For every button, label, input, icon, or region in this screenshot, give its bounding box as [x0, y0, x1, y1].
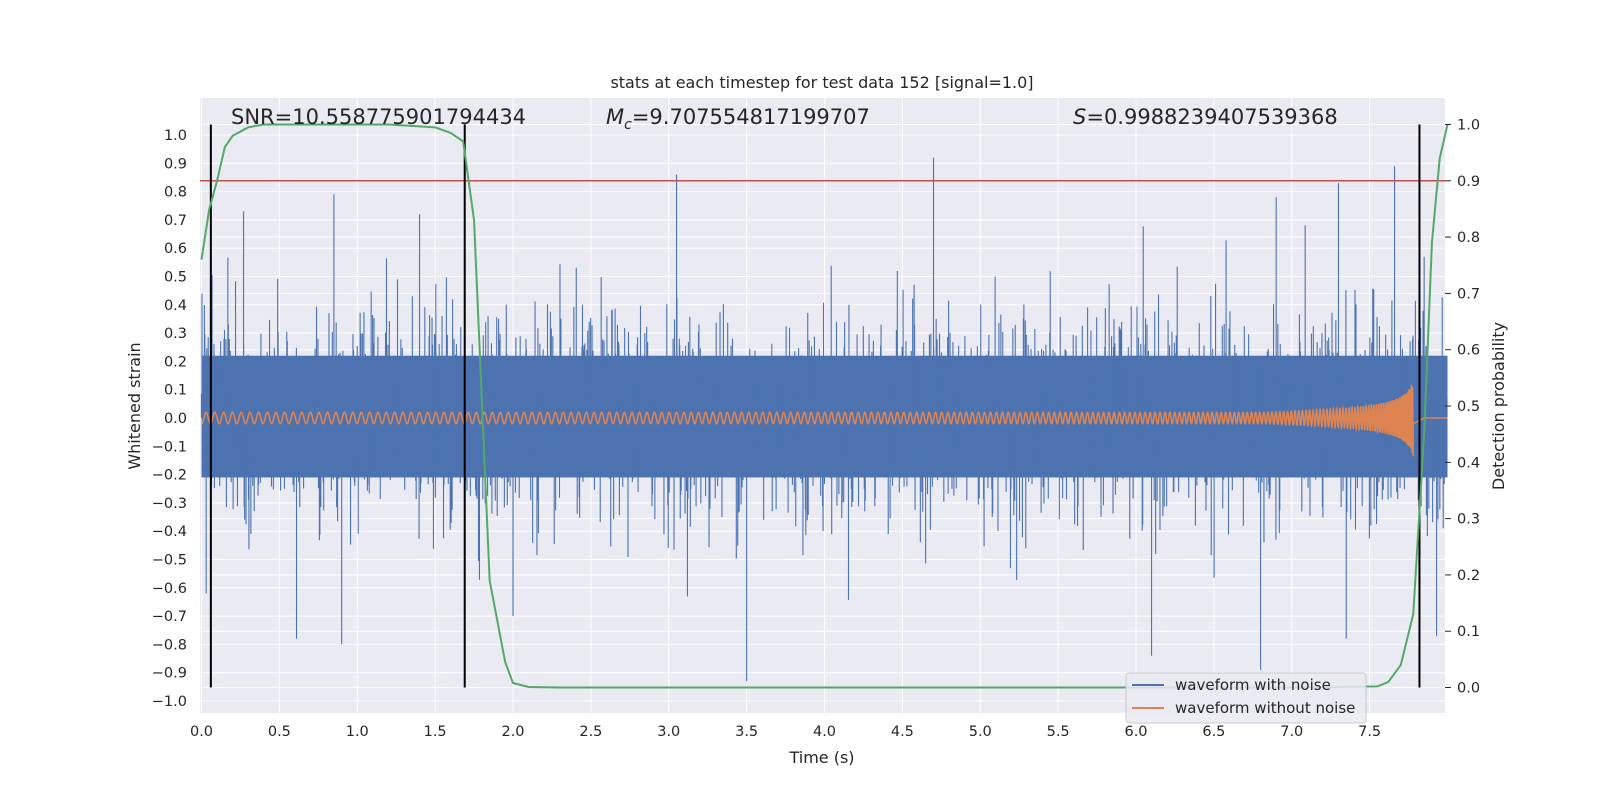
- chirp-mass-subscript: c: [624, 117, 632, 133]
- y-tick-label: −0.7: [152, 609, 187, 625]
- x-tick-label: 6.0: [1124, 724, 1147, 740]
- legend-box: [1125, 672, 1367, 724]
- tick-labels: 0.0 0.5 1.0 1.5 2.0 2.5 3.0 3.5 4.0 4.5 5.0 5.5 6.0 6…: [152, 118, 1480, 741]
- x-tick-label: 4.5: [891, 724, 914, 740]
- legend: waveform with noise waveform without noi…: [1125, 672, 1367, 724]
- y2-tick-label: 0.6: [1457, 343, 1480, 359]
- legend-label-noise: waveform with noise: [1175, 676, 1331, 694]
- x-tick-label: 5.5: [1047, 724, 1070, 740]
- y2-tick-label: 0.4: [1457, 455, 1480, 471]
- x-tick-label: 5.0: [969, 724, 992, 740]
- y2-tick-label: 1.0: [1457, 118, 1480, 134]
- y-tick-label: 0.8: [164, 185, 187, 201]
- chirp-mass-value: =9.707554817199707: [632, 105, 870, 129]
- detection-probability-line: [200, 123, 1449, 689]
- x-tick-label: 0.0: [190, 724, 213, 740]
- x-tick-label: 3.5: [735, 724, 758, 740]
- legend-label-clean: waveform without noise: [1175, 699, 1355, 717]
- y-tick-label: −1.0: [152, 694, 187, 710]
- x-tick-label: 2.0: [501, 724, 524, 740]
- y-tick-label: −0.1: [152, 439, 187, 455]
- x-tick-label: 4.0: [813, 724, 836, 740]
- y-tick-label: 0.5: [164, 270, 187, 286]
- chirp-series: [201, 384, 1448, 457]
- x-tick-label: 2.5: [579, 724, 602, 740]
- significance-annotation: S=0.9988239407539368: [1073, 105, 1338, 129]
- waveform-without-noise-line: [201, 384, 1448, 457]
- y-tick-label: 0.7: [164, 213, 187, 229]
- y-tick-label: 1.0: [164, 128, 187, 144]
- y2-tick-label: 0.7: [1457, 286, 1480, 302]
- y-tick-label: 0.4: [164, 298, 187, 314]
- y-tick-label: −0.2: [152, 468, 187, 484]
- y2-tick-label: 0.5: [1457, 399, 1480, 415]
- x-tick-label: 1.0: [346, 724, 369, 740]
- y-tick-label: 0.6: [164, 241, 187, 257]
- waveform-with-noise-line: [200, 157, 1448, 682]
- y-tick-label: 0.0: [164, 411, 187, 427]
- y2-axis-label: Detection probability: [1489, 322, 1508, 490]
- y-tick-label: −0.8: [152, 637, 187, 653]
- y2-tick-label: 0.1: [1457, 624, 1480, 640]
- chirp-mass-annotation: Mc=9.707554817199707: [606, 105, 870, 133]
- y2-tick-label: 0.8: [1457, 230, 1480, 246]
- y-tick-label: −0.4: [152, 524, 187, 540]
- y2-tick-label: 0.3: [1457, 512, 1480, 528]
- y2-tick-label: 0.2: [1457, 568, 1480, 584]
- x-tick-label: 0.5: [268, 724, 291, 740]
- y-tick-label: 0.2: [164, 354, 187, 370]
- x-tick-label: 7.0: [1280, 724, 1303, 740]
- overlay-lines: [200, 123, 1449, 689]
- significance-value: =0.9988239407539368: [1086, 105, 1337, 129]
- y-tick-label: −0.9: [152, 666, 187, 682]
- x-tick-label: 6.5: [1202, 724, 1225, 740]
- x-tick-label: 7.5: [1358, 724, 1381, 740]
- y-tick-label: 0.3: [164, 326, 187, 342]
- chart-title: stats at each timestep for test data 152…: [610, 73, 1033, 92]
- y2-tick-label: 0.0: [1457, 681, 1480, 697]
- y-tick-label: −0.5: [152, 553, 187, 569]
- chirp-mass-symbol: M: [606, 105, 624, 129]
- y-tick-label: −0.3: [152, 496, 187, 512]
- y2-tick-label: 0.9: [1457, 174, 1480, 190]
- y-tick-label: 0.1: [164, 383, 187, 399]
- y-axis-label: Whitened strain: [125, 342, 144, 469]
- snr-annotation: SNR=10.558775901794434: [231, 105, 526, 129]
- x-tick-label: 3.0: [657, 724, 680, 740]
- y-tick-label: −0.6: [152, 581, 187, 597]
- significance-symbol: S: [1073, 105, 1086, 129]
- x-tick-label: 1.5: [424, 724, 447, 740]
- x-axis-label: Time (s): [788, 748, 854, 767]
- y-tick-label: 0.9: [164, 156, 187, 172]
